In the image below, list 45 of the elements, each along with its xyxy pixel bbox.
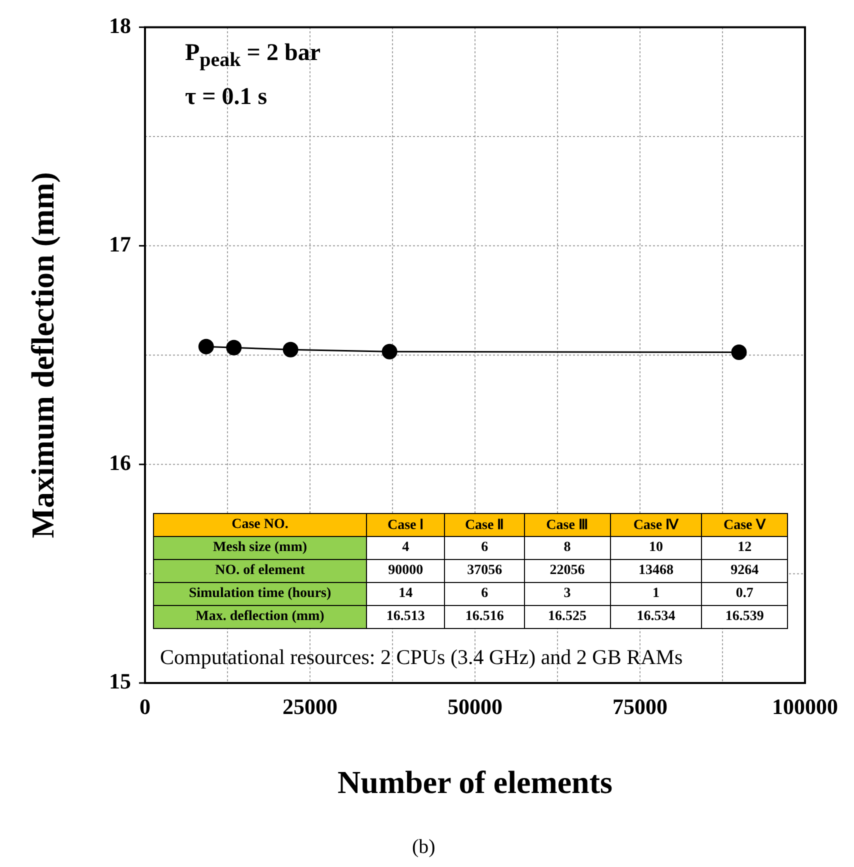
annotation: 8 (524, 536, 610, 560)
y-tick-label: 18 (109, 12, 131, 38)
annotation: 3 (524, 582, 610, 606)
x-tick-label: 75000 (612, 694, 668, 719)
annotation: Max. deflection (mm) (154, 606, 366, 628)
annotation: τ = 0.1 s (185, 84, 268, 111)
x-tick-label: 100000 (772, 694, 838, 719)
annotation: Case Ⅲ (524, 514, 610, 536)
annotation: Case Ⅳ (610, 514, 702, 536)
annotation: 13468 (610, 560, 702, 582)
annotation: 90000 (366, 560, 445, 582)
annotation: Case Ⅰ (366, 514, 445, 536)
annotation: 16.516 (444, 606, 524, 628)
y-tick-label: 15 (109, 668, 131, 694)
annotation: Computational resources: 2 CPUs (3.4 GHz) and 2 GB RAMs (160, 645, 683, 670)
y-tick-label: 17 (109, 231, 131, 256)
annotation: P$_{peak}$ = 2 bar (185, 40, 320, 72)
annotation: 1 (610, 582, 702, 606)
annotation: Mesh size (mm) (154, 536, 366, 560)
annotation: Case Ⅱ (444, 514, 524, 536)
annotation: 16.525 (524, 606, 610, 628)
annotation: 6 (444, 536, 524, 560)
annotation: 37056 (444, 560, 524, 582)
x-tick-label: 0 (140, 694, 150, 719)
annotation: 16.513 (366, 606, 445, 628)
x-axis-title: Number of elements (338, 764, 612, 800)
annotation: 9264 (702, 560, 788, 582)
annotation: Simulation time (hours) (154, 582, 366, 606)
annotation: 16.534 (610, 606, 702, 628)
annotation: 22056 (524, 560, 610, 582)
x-tick-label: 50000 (448, 694, 502, 719)
annotation: 6 (444, 582, 524, 606)
annotation: 16.539 (702, 606, 788, 628)
annotation: 4 (366, 536, 445, 560)
annotation: Case NO. (154, 514, 366, 536)
text: (b) (412, 836, 436, 859)
annotation: 12 (702, 536, 788, 560)
annotation: 0.7 (702, 582, 788, 606)
x-tick-label: 25000 (282, 694, 338, 719)
y-tick-label: 16 (109, 450, 131, 476)
y-axis-title: Maximum deflection (mm) (24, 172, 60, 538)
annotation: Case Ⅴ (702, 514, 788, 536)
annotation: NO. of element (154, 560, 366, 582)
annotation: 14 (366, 582, 445, 606)
annotation: 10 (610, 536, 702, 560)
